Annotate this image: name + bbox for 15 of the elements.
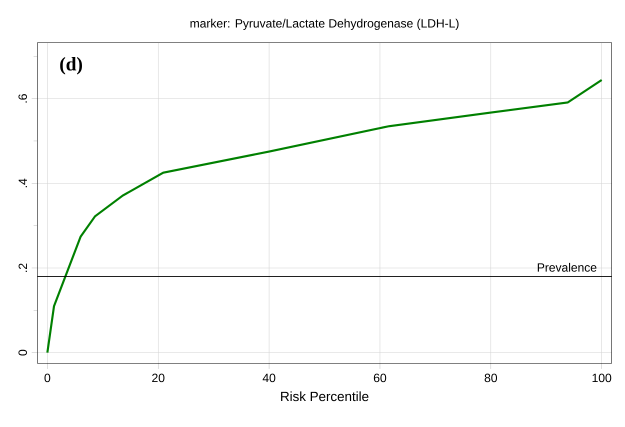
y-tick-label: .2	[18, 263, 27, 272]
x-tick-label: 40	[262, 373, 276, 382]
line-series	[46, 78, 603, 354]
y-tick-label: .4	[18, 178, 27, 188]
x-axis-title: Risk Percentile	[281, 391, 368, 401]
x-tick-label: 60	[374, 373, 386, 382]
chart-title: marker: Pyruvate/Lactate Dehydrogenase (LDH-L)	[190, 18, 459, 30]
annotation: (d)	[60, 56, 82, 74]
ref-line-label: Prevalence	[538, 262, 596, 272]
y-tick-label: .6	[18, 94, 27, 102]
x-tick-label: 80	[484, 373, 498, 382]
x-tick-label: 100	[592, 373, 612, 382]
y-tick-label: 0	[18, 350, 27, 356]
x-tick-label: 20	[152, 373, 164, 382]
x-tick-label: 0	[44, 373, 50, 382]
